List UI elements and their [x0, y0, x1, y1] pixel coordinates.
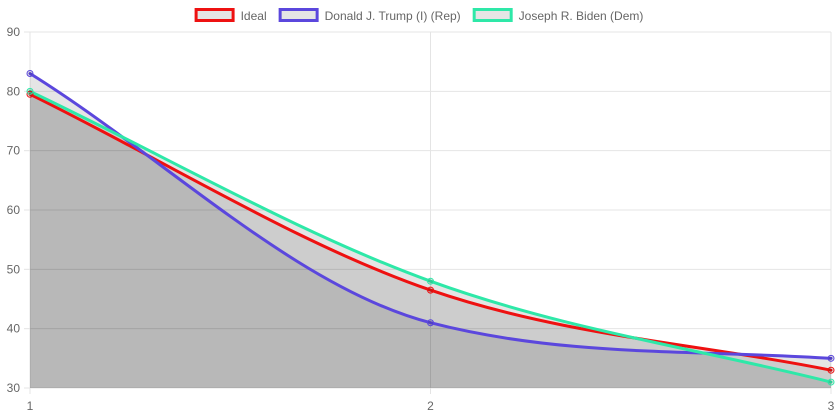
data-point-ideal[interactable]	[827, 366, 835, 374]
series-fill-donald-j-trump-i-rep	[30, 73, 831, 389]
x-tick-label: 2	[427, 399, 434, 413]
y-tick-label: 50	[7, 262, 21, 276]
data-point-donald-j-trump-i-rep[interactable]	[827, 354, 835, 362]
x-axis: 1 2 3	[27, 399, 835, 413]
legend-item-donald-j-trump-i-rep[interactable]: Donald J. Trump (I) (Rep)	[278, 8, 461, 23]
legend-label: Donald J. Trump (I) (Rep)	[325, 9, 461, 23]
series-fill-ideal	[30, 94, 831, 389]
series-points	[26, 70, 835, 386]
series-lines	[28, 72, 833, 384]
legend-item-ideal[interactable]: Ideal	[194, 8, 267, 23]
legend: Ideal Donald J. Trump (I) (Rep) Joseph R. …	[194, 8, 644, 23]
data-point-joseph-r-biden-dem[interactable]	[427, 277, 434, 285]
legend-label: Joseph R. Biden (Dem)	[519, 9, 644, 23]
legend-swatch	[194, 8, 235, 22]
legend-swatch	[472, 8, 513, 22]
data-point-joseph-r-biden-dem[interactable]	[26, 87, 34, 95]
y-tick-label: 30	[7, 381, 21, 395]
data-point-ideal[interactable]	[427, 286, 434, 294]
data-point-donald-j-trump-i-rep[interactable]	[26, 70, 34, 78]
x-tick-label: 3	[828, 399, 835, 413]
y-tick-label: 60	[7, 203, 21, 217]
data-point-donald-j-trump-i-rep[interactable]	[427, 319, 434, 327]
series-fills	[30, 73, 831, 389]
legend-item-joseph-r-biden-dem[interactable]: Joseph R. Biden (Dem)	[472, 8, 644, 23]
y-tick-label: 80	[7, 84, 21, 98]
y-axis: 30 40 50 60 70 80 90	[7, 25, 21, 395]
y-tick-label: 70	[7, 144, 21, 158]
y-tick-label: 90	[7, 25, 21, 39]
series-fill-joseph-r-biden-dem	[30, 91, 831, 388]
y-tick-label: 40	[7, 322, 21, 336]
x-tick-label: 1	[27, 399, 34, 413]
series-line-joseph-r-biden-dem	[28, 89, 833, 384]
data-point-joseph-r-biden-dem[interactable]	[827, 378, 835, 386]
legend-label: Ideal	[241, 9, 267, 23]
legend-swatch	[278, 8, 319, 22]
grid	[24, 31, 832, 394]
